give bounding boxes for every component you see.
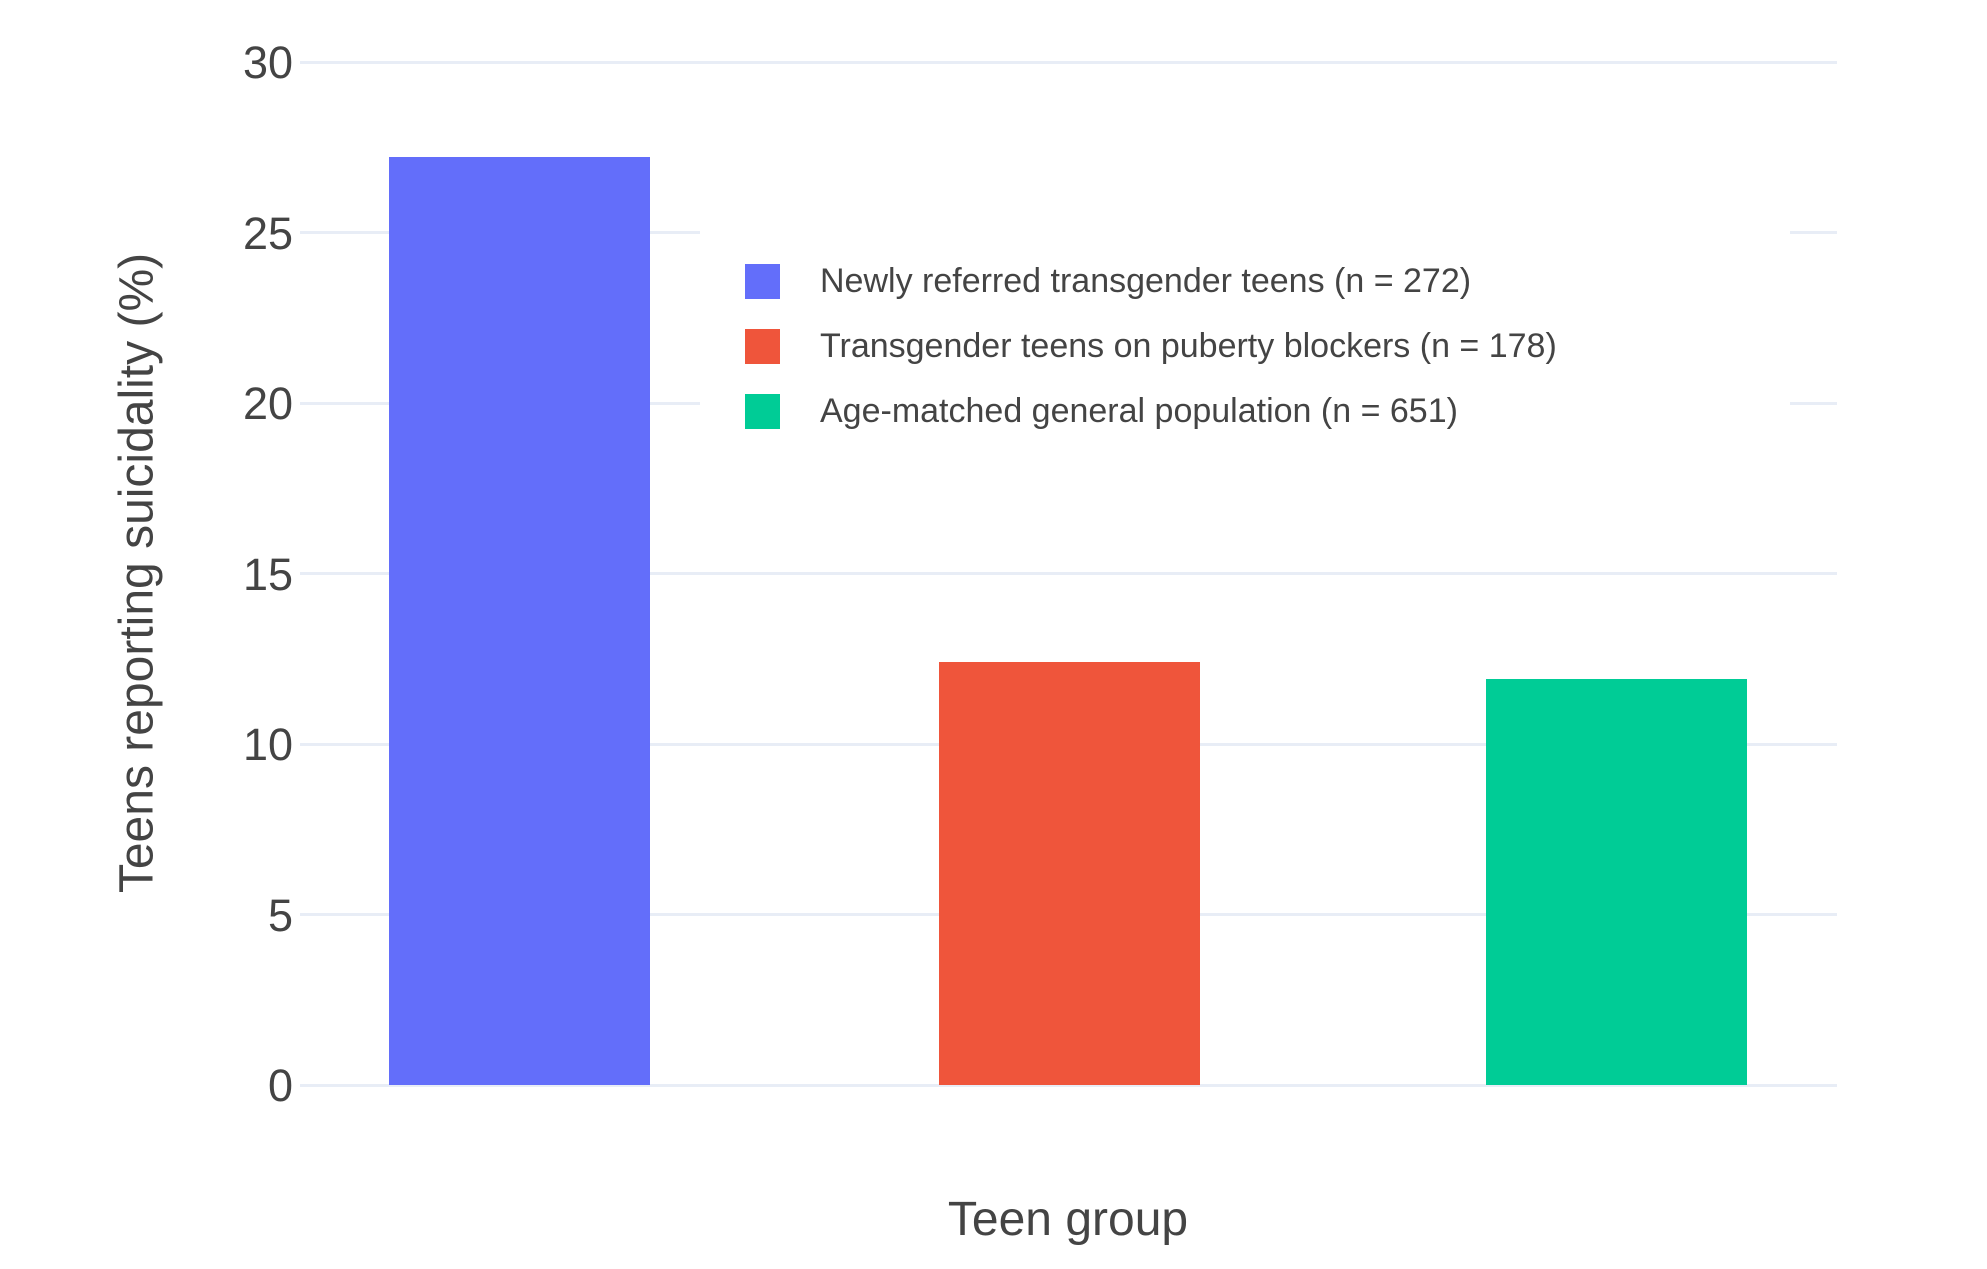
y-tick-label-0: 0 bbox=[267, 1060, 293, 1111]
legend-swatch-icon bbox=[745, 264, 780, 299]
gridline-y-15 bbox=[300, 572, 1837, 575]
gridline-y-0 bbox=[300, 1083, 1837, 1087]
legend-item-2[interactable]: Transgender teens on puberty blockers (n… bbox=[700, 314, 1790, 379]
bar-1[interactable] bbox=[388, 157, 650, 1085]
y-tick-label-15: 15 bbox=[242, 548, 293, 600]
y-tick-label-10: 10 bbox=[242, 719, 293, 770]
legend-item-1[interactable]: Newly referred transgender teens (n = 27… bbox=[700, 249, 1790, 314]
legend-item-label: Newly referred transgender teens (n = 27… bbox=[820, 262, 1472, 300]
y-tick-label-30: 30 bbox=[242, 37, 293, 88]
legend-swatch-icon bbox=[745, 329, 780, 364]
y-tick-label-5: 5 bbox=[267, 889, 293, 941]
x-axis-title: Teen group bbox=[947, 1193, 1189, 1246]
legend-item-label: Age-matched general population (n = 651) bbox=[820, 392, 1458, 430]
bar-3[interactable] bbox=[1485, 679, 1747, 1085]
legend-item-3[interactable]: Age-matched general population (n = 651) bbox=[700, 379, 1790, 444]
y-axis-title: Teens reporting suicidality (%) bbox=[110, 252, 164, 894]
y-tick-label-25: 25 bbox=[242, 207, 293, 259]
gridline-y-30 bbox=[300, 60, 1837, 64]
legend: Newly referred transgender teens (n = 27… bbox=[700, 229, 1790, 462]
y-tick-label-20: 20 bbox=[242, 378, 293, 429]
bar-2[interactable] bbox=[938, 662, 1200, 1085]
legend-item-label: Transgender teens on puberty blockers (n… bbox=[820, 327, 1557, 365]
legend-swatch-icon bbox=[745, 394, 780, 429]
